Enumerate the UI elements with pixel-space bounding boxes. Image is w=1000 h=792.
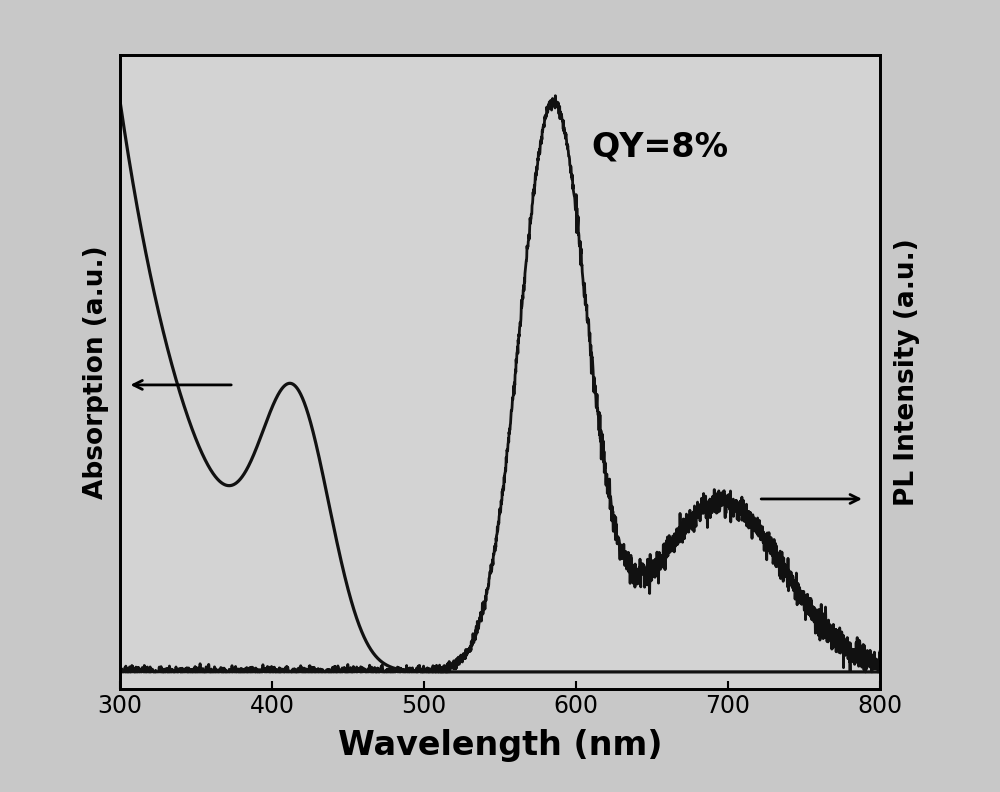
X-axis label: Wavelength (nm): Wavelength (nm) (338, 729, 662, 762)
Text: QY=8%: QY=8% (591, 131, 728, 164)
Y-axis label: Absorption (a.u.): Absorption (a.u.) (83, 246, 109, 499)
Y-axis label: PL Intensity (a.u.): PL Intensity (a.u.) (894, 238, 920, 506)
